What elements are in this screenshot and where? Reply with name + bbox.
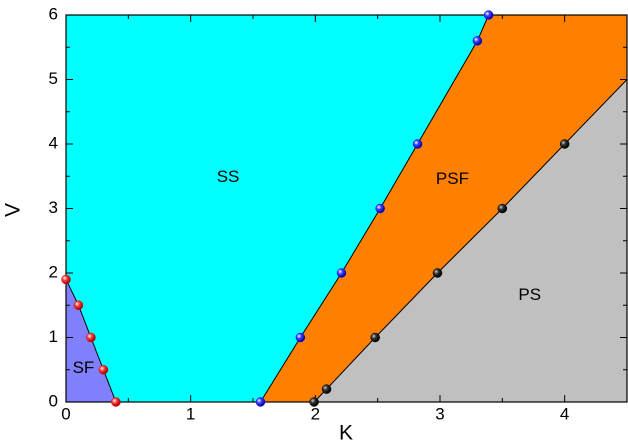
data-point	[472, 36, 483, 46]
y-tick-label: 0	[49, 391, 58, 410]
x-tick-label: 4	[560, 404, 569, 423]
y-tick-label: 5	[49, 69, 58, 88]
data-point	[255, 397, 266, 407]
data-point	[497, 203, 508, 214]
x-tick-label: 1	[186, 404, 195, 423]
region-label: SF	[73, 358, 95, 377]
data-point	[336, 268, 347, 278]
data-point	[412, 139, 423, 149]
x-tick-label: 2	[311, 404, 320, 423]
y-axis-title: V	[2, 203, 25, 217]
data-point	[370, 332, 380, 343]
data-point	[321, 384, 332, 394]
y-tick-label: 6	[49, 4, 58, 23]
region-label: SS	[217, 167, 240, 186]
y-tick-label: 3	[49, 198, 58, 217]
data-point	[86, 332, 96, 343]
x-axis-title: K	[339, 422, 353, 445]
region-label: PSF	[436, 169, 469, 188]
x-tick-label: 3	[435, 404, 444, 423]
data-point	[432, 268, 443, 278]
data-point	[483, 10, 494, 20]
data-point	[559, 139, 570, 149]
y-tick-label: 1	[49, 327, 58, 346]
region-label: PS	[518, 285, 541, 304]
y-tick-label: 4	[49, 133, 58, 152]
data-point	[61, 274, 71, 285]
data-point	[375, 203, 385, 214]
y-tick-label: 2	[49, 262, 58, 281]
data-point	[98, 365, 109, 375]
data-point	[73, 300, 84, 310]
x-tick-label: 0	[61, 404, 70, 423]
data-point	[295, 332, 306, 343]
data-point	[111, 397, 121, 407]
data-point	[309, 397, 319, 407]
